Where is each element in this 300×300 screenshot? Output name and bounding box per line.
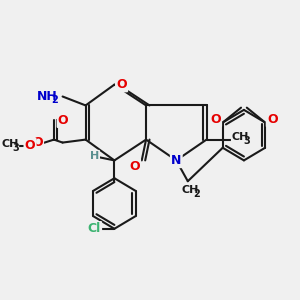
Text: 3: 3 <box>13 142 20 153</box>
Text: O: O <box>58 114 68 127</box>
Text: 2: 2 <box>194 189 200 199</box>
Text: CH: CH <box>1 139 19 149</box>
Text: O: O <box>116 78 127 91</box>
Text: O: O <box>210 113 221 126</box>
Text: O: O <box>25 139 35 152</box>
Text: O: O <box>33 136 44 149</box>
Text: Cl: Cl <box>88 222 101 235</box>
Text: NH: NH <box>36 90 57 103</box>
Text: CH: CH <box>232 132 249 142</box>
Text: H: H <box>90 151 99 161</box>
Text: O: O <box>129 160 140 173</box>
Text: 3: 3 <box>243 136 250 146</box>
Text: CH: CH <box>182 185 200 195</box>
Text: O: O <box>267 113 278 126</box>
Text: 2: 2 <box>51 95 58 105</box>
Text: N: N <box>171 154 181 167</box>
